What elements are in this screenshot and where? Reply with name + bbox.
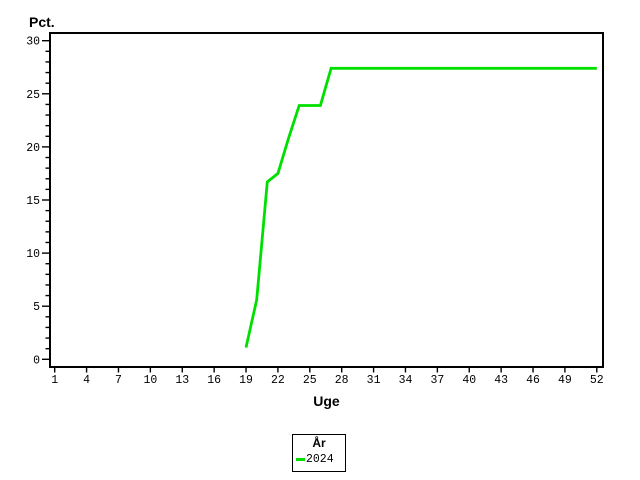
series-line-2024: [244, 66, 597, 348]
legend-entry: 2024: [293, 453, 345, 466]
x-tick-label: 52: [590, 374, 604, 387]
x-tick-label: 34: [399, 374, 413, 387]
x-tick-label: 1: [51, 374, 58, 387]
x-tick-label: 37: [430, 374, 444, 387]
x-tick-label: 4: [83, 374, 90, 387]
y-tick-label: 25: [26, 89, 40, 102]
y-tick-label: 15: [26, 195, 40, 208]
legend: År 2024: [292, 434, 346, 472]
x-tick-label: 19: [239, 374, 253, 387]
y-tick-label: 20: [26, 142, 40, 155]
x-tick-label: 13: [175, 374, 189, 387]
x-tick-label: 40: [462, 374, 476, 387]
legend-swatch-icon: [296, 458, 305, 461]
x-tick-label: 31: [367, 374, 381, 387]
y-tick-label: 30: [26, 36, 40, 49]
x-tick-label: 25: [303, 374, 317, 387]
y-tick-label: 0: [33, 354, 40, 367]
y-tick-label: 10: [26, 248, 40, 261]
y-axis-minor-ticks: [45, 50, 50, 350]
x-tick-label: 10: [143, 374, 157, 387]
x-tick-label: 7: [115, 374, 122, 387]
x-tick-label: 22: [271, 374, 285, 387]
y-tick-label: 5: [33, 301, 40, 314]
x-axis-ticks: 1 4 7 10 13 16 19 22 25 28 31 34 37 40 43 46 49 52: [51, 367, 604, 387]
x-tick-label: 28: [335, 374, 349, 387]
x-tick-label: 43: [494, 374, 508, 387]
y-axis-title: Pct.: [29, 14, 55, 30]
x-tick-label: 49: [558, 374, 572, 387]
x-axis-title: Uge: [313, 393, 340, 409]
x-tick-label: 16: [207, 374, 221, 387]
legend-entry-label: 2024: [306, 453, 334, 466]
x-tick-label: 46: [526, 374, 540, 387]
legend-title: År: [312, 436, 326, 450]
y-axis-ticks: 0 5 10 15 20 25 30: [26, 36, 50, 367]
